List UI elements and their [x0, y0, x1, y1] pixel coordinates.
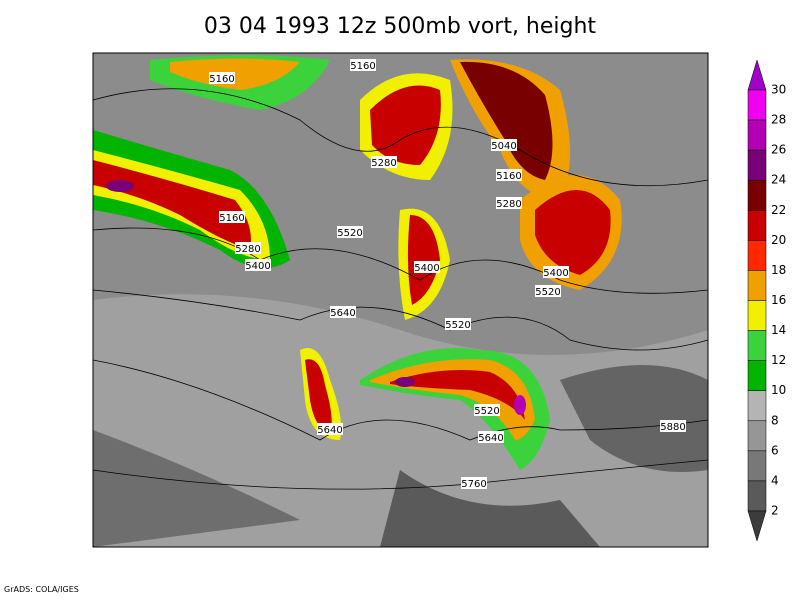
map-frame: [92, 52, 709, 548]
colorbar-label: 28: [771, 113, 786, 127]
colorbar-segment: [747, 210, 767, 241]
contour-label-box: [317, 423, 343, 435]
contour-label: 5640: [478, 433, 503, 444]
contour-labels: 5160 5160 5280 5040 5160 5280 5160 5280 5400 5520…: [209, 59, 686, 490]
colorbar-label: 2: [771, 504, 779, 518]
contour-label-box: [535, 285, 561, 297]
contour-label-box: [543, 266, 569, 278]
vort-core: [514, 395, 526, 415]
contour-label: 5160: [350, 61, 375, 72]
vort-band: [390, 369, 525, 420]
contour-label-box: [235, 242, 261, 254]
colorbar-label: 8: [771, 413, 779, 427]
contour-label: 5520: [535, 287, 560, 298]
colorbar-label: 16: [771, 293, 786, 307]
contour-label: 5160: [496, 171, 521, 182]
colorbar-segment: [747, 480, 767, 512]
colorbar-segment: [747, 119, 767, 151]
colorbar-segment: [747, 89, 767, 121]
contour-label-box: [245, 259, 271, 271]
contour-label-box: [337, 226, 363, 238]
contour-label-box: [660, 420, 686, 432]
contour-label: 5640: [330, 308, 355, 319]
colorbar-segment: [747, 300, 767, 331]
colorbar-segment: [747, 330, 767, 361]
colorbar: 30 28 26 24 22 20 18 16 14 12 10 8 6 4 2: [747, 59, 786, 542]
contour-label: 5280: [235, 244, 260, 255]
vorticity-field: [93, 53, 708, 547]
vort-core: [106, 180, 134, 192]
contour-label-box: [491, 139, 517, 151]
footer: GrADS: COLA/IGES: [4, 585, 79, 594]
vort-band: [407, 215, 440, 305]
contour-label-box: [209, 72, 235, 84]
vort-band: [370, 85, 441, 165]
colorbar-segment: [747, 179, 767, 211]
colorbar-label: 10: [771, 383, 786, 397]
colorbar-label: 18: [771, 263, 786, 277]
contour-label: 5160: [219, 213, 244, 224]
contour-label: 5400: [245, 261, 270, 272]
colorbar-segment: [747, 390, 767, 422]
field-area: [93, 430, 300, 547]
colorbar-segment: [747, 450, 767, 482]
contour-label-box: [496, 169, 522, 181]
contour-label-box: [219, 211, 245, 223]
colorbar-label: 24: [771, 173, 786, 187]
colorbar-segment: [747, 420, 767, 452]
title: 03 04 1993 12z 500mb vort, height: [204, 14, 597, 39]
contour-label: 5280: [371, 158, 396, 169]
contour-label: 5040: [491, 141, 516, 152]
contour-label-box: [461, 477, 487, 489]
vort-core: [395, 377, 415, 387]
colorbar-label: 12: [771, 353, 786, 367]
contour-label-box: [478, 431, 504, 443]
colorbar-label: 4: [771, 473, 779, 487]
contour-label: 5400: [414, 263, 439, 274]
contour-label: 5280: [496, 199, 521, 210]
colorbar-label: 30: [771, 83, 786, 97]
field-area: [380, 470, 600, 547]
contour-label-box: [445, 318, 471, 330]
contour-label: 5400: [543, 268, 568, 279]
colorbar-segment: [747, 360, 767, 391]
colorbar-segment: [747, 149, 767, 181]
contour-label: 5520: [474, 406, 499, 417]
contour-label-box: [350, 59, 376, 71]
contour-label: 5520: [445, 320, 470, 331]
vort-band: [535, 190, 611, 275]
contour-label-box: [474, 404, 500, 416]
contour-label-box: [371, 156, 397, 168]
colorbar-segment: [747, 240, 767, 271]
contour-label-box: [496, 197, 522, 209]
contour-label-box: [330, 306, 356, 318]
contour-label: 5760: [461, 479, 486, 490]
colorbar-label: 20: [771, 233, 786, 247]
colorbar-cap: [747, 510, 767, 542]
colorbar-segment: [747, 270, 767, 301]
colorbar-label: 14: [771, 323, 786, 337]
colorbar-label: 22: [771, 203, 786, 217]
vort-band: [93, 160, 251, 250]
vort-band: [305, 359, 332, 432]
contour-label: 5880: [660, 422, 685, 433]
contour-label: 5640: [317, 425, 342, 436]
field-area: [560, 365, 708, 472]
contour-label: 5160: [209, 74, 234, 85]
vort-band: [460, 61, 553, 180]
contour-label: 5520: [337, 228, 362, 239]
colorbar-label: 26: [771, 143, 786, 157]
contour-label-box: [414, 261, 440, 273]
colorbar-label: 6: [771, 443, 779, 457]
